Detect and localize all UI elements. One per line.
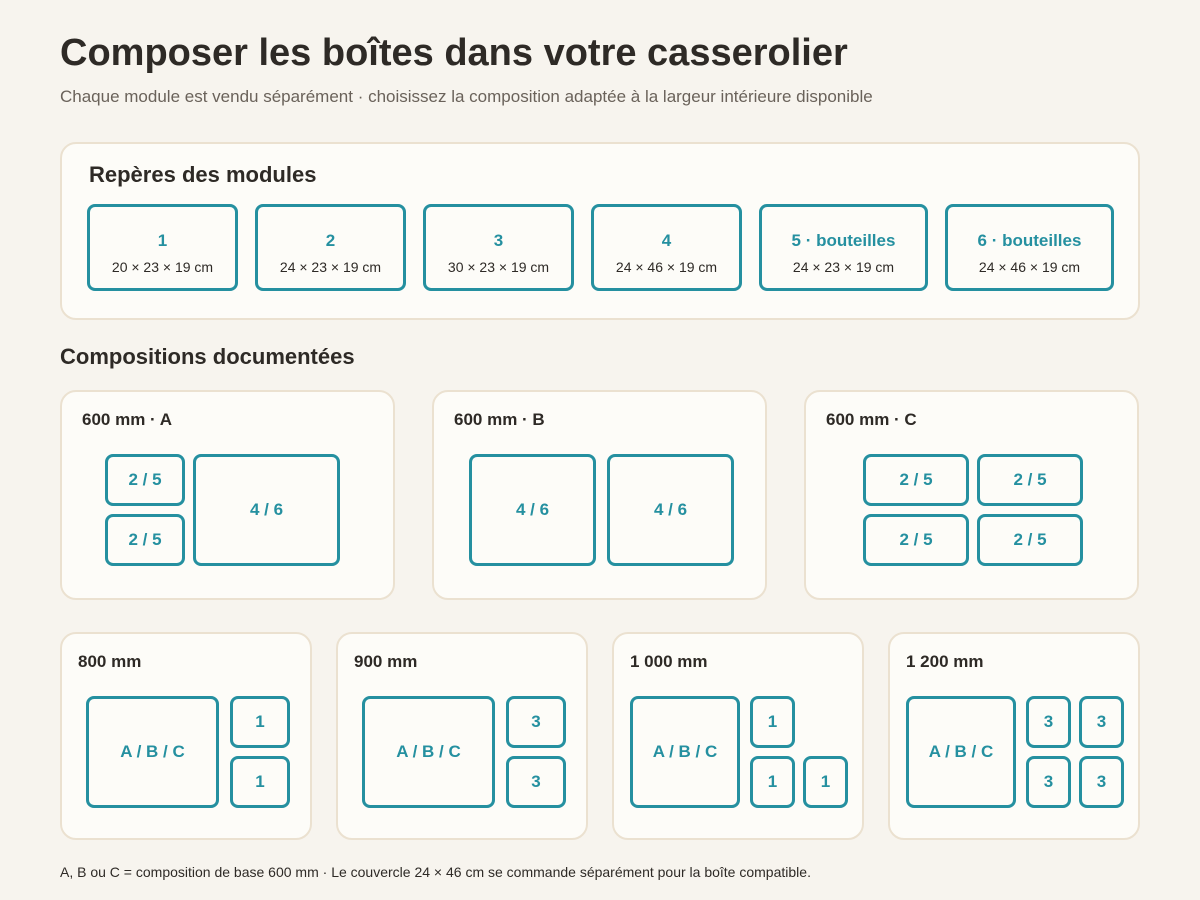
- module-box: 4 / 6: [193, 454, 340, 566]
- module-box: A / B / C: [630, 696, 740, 808]
- module-name: 2: [325, 231, 336, 250]
- section-title: Compositions documentées: [60, 344, 355, 369]
- card-title: 1 200 mm: [906, 652, 984, 671]
- module-name: 3: [493, 231, 504, 250]
- module-box: 1: [803, 756, 848, 808]
- module-box: 2 / 5: [863, 514, 969, 566]
- section-title: Repères des modules: [89, 162, 317, 187]
- module-box: 4 / 6: [607, 454, 734, 566]
- module-name: 1: [157, 231, 168, 250]
- module-size: 24 × 23 × 19 cm: [279, 259, 382, 275]
- module-box: 3: [506, 696, 566, 748]
- module-size: 24 × 23 × 19 cm: [792, 259, 895, 275]
- page-title: Composer les boîtes dans votre casseroli…: [60, 32, 848, 74]
- card-title: 600 mm · C: [826, 410, 917, 429]
- module-box: 2 / 5: [977, 514, 1083, 566]
- subtitle: Chaque module est vendu séparément · cho…: [60, 87, 873, 106]
- module-box: 2 / 5: [863, 454, 969, 506]
- module-box: 1: [230, 696, 290, 748]
- module-box: 2 / 5: [105, 454, 185, 506]
- module-size: 30 × 23 × 19 cm: [447, 259, 550, 275]
- module-box: 3: [1079, 756, 1124, 808]
- module-size: 20 × 23 × 19 cm: [111, 259, 214, 275]
- module-size: 24 × 46 × 19 cm: [978, 259, 1081, 275]
- module-name: 4: [661, 231, 672, 250]
- module-card: 6 · bouteilles 24 × 46 × 19 cm: [945, 204, 1114, 291]
- module-box: 3: [1079, 696, 1124, 748]
- card-title: 800 mm: [78, 652, 142, 671]
- module-box: 3: [506, 756, 566, 808]
- card-title: 600 mm · B: [454, 410, 545, 429]
- module-box: A / B / C: [906, 696, 1016, 808]
- module-box: 3: [1026, 696, 1071, 748]
- card-title: 1 000 mm: [630, 652, 708, 671]
- module-box: A / B / C: [86, 696, 219, 808]
- card-title: 900 mm: [354, 652, 418, 671]
- module-box: 1: [230, 756, 290, 808]
- module-card: 1 20 × 23 × 19 cm: [87, 204, 238, 291]
- module-card: 2 24 × 23 × 19 cm: [255, 204, 406, 291]
- module-size: 24 × 46 × 19 cm: [615, 259, 718, 275]
- module-box: 1: [750, 696, 795, 748]
- module-name: 5 · bouteilles: [791, 231, 896, 250]
- footer-note: A, B ou C = composition de base 600 mm ·…: [60, 864, 811, 880]
- module-box: 4 / 6: [469, 454, 596, 566]
- module-box: A / B / C: [362, 696, 495, 808]
- module-card: 3 30 × 23 × 19 cm: [423, 204, 574, 291]
- module-box: 2 / 5: [105, 514, 185, 566]
- module-card: 4 24 × 46 × 19 cm: [591, 204, 742, 291]
- module-box: 1: [750, 756, 795, 808]
- module-name: 6 · bouteilles: [977, 231, 1082, 250]
- card-title: 600 mm · A: [82, 410, 173, 429]
- module-box: 2 / 5: [977, 454, 1083, 506]
- module-card: 5 · bouteilles 24 × 23 × 19 cm: [759, 204, 928, 291]
- module-box: 3: [1026, 756, 1071, 808]
